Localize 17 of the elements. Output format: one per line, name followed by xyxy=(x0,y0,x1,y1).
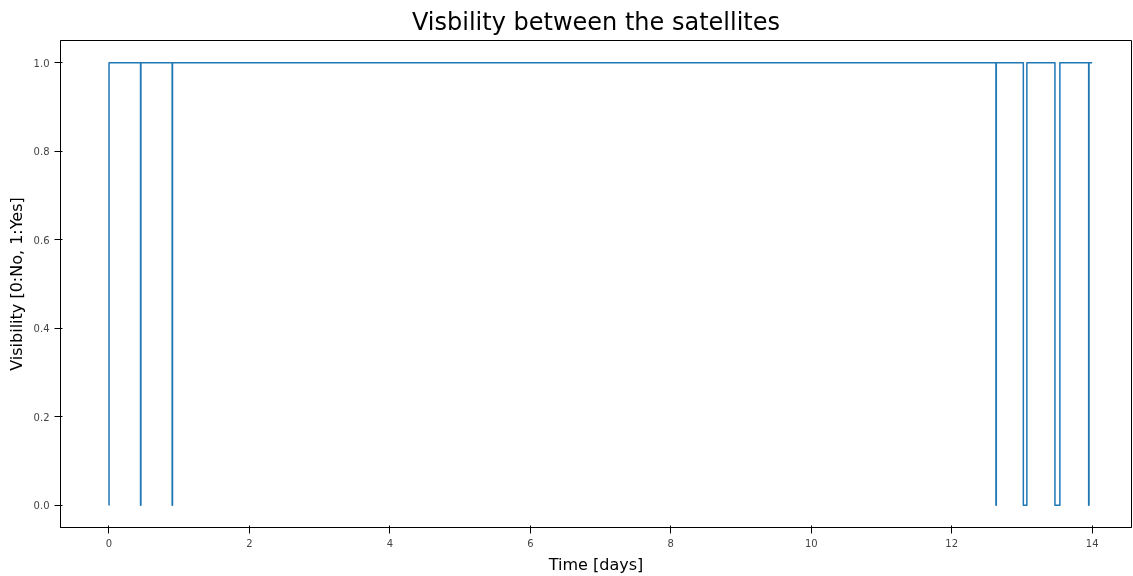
y-tick-label: 0.2 xyxy=(33,411,50,423)
x-tick-label: 10 xyxy=(804,537,818,549)
y-tick-label: 0.4 xyxy=(33,323,50,335)
x-tick-label: 12 xyxy=(945,537,959,549)
x-tick-label: 0 xyxy=(105,537,113,549)
x-axis-title: Time [days] xyxy=(547,554,644,574)
x-tick-label: 2 xyxy=(246,537,253,549)
chart-title: Visbility between the satellites xyxy=(411,7,781,36)
y-tick-label: 0.8 xyxy=(33,146,50,158)
y-tick-label: 0.6 xyxy=(33,234,50,246)
y-tick-label: 0.0 xyxy=(33,500,50,512)
y-axis-title: Visibility [0:No, 1:Yes] xyxy=(6,197,26,371)
x-tick-label: 14 xyxy=(1085,537,1099,549)
x-tick-label: 8 xyxy=(667,537,674,549)
x-tick-label: 6 xyxy=(527,537,534,549)
y-tick-label: 1.0 xyxy=(33,57,50,69)
x-tick-label: 4 xyxy=(386,537,394,549)
